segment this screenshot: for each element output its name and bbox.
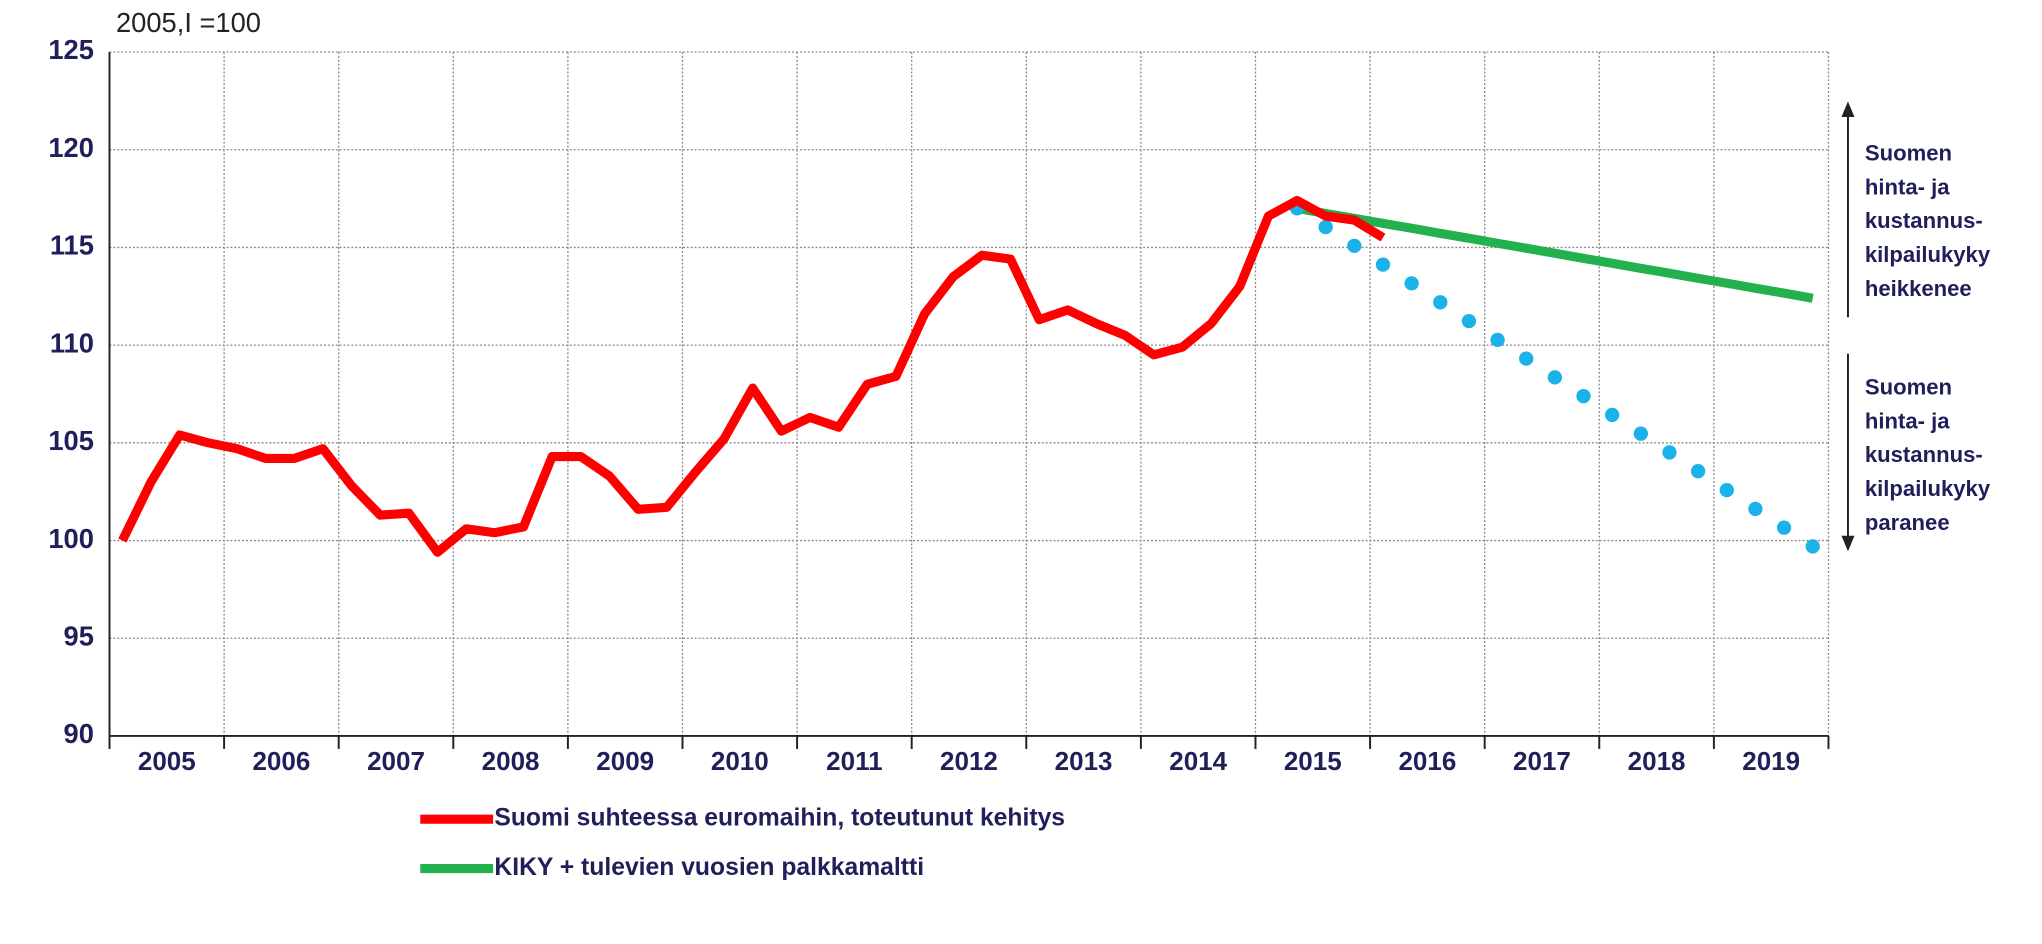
data-dot	[1576, 388, 1591, 404]
data-dot	[1519, 351, 1534, 366]
data-dot	[1662, 445, 1677, 460]
arrow-head	[1841, 101, 1855, 118]
y-tick-label: 105	[48, 425, 94, 456]
data-dot	[1347, 238, 1362, 254]
data-dot	[1433, 295, 1448, 310]
data-dot	[1690, 464, 1706, 479]
data-dot	[1375, 257, 1391, 272]
data-line	[118, 195, 1386, 557]
data-dot	[1404, 276, 1419, 291]
x-tick-label: 2019	[1742, 746, 1800, 776]
legend-label: Suomi suhteessa euromaihin, toteutunut k…	[494, 805, 1065, 832]
data-dot	[1490, 332, 1505, 348]
x-tick-label: 2005	[138, 746, 196, 776]
annotation: kustannus-	[1865, 442, 1983, 467]
data-dot	[1633, 426, 1648, 441]
annotation: paranee	[1865, 510, 1950, 535]
y-tick-label: 90	[64, 718, 94, 749]
y-tick-label: 110	[50, 327, 94, 358]
data-dot	[1719, 482, 1734, 498]
x-tick-label: 2008	[482, 746, 540, 776]
annotation: kilpailukyky	[1865, 476, 1991, 501]
y-tick-label: 120	[48, 132, 94, 163]
data-dot	[1748, 501, 1763, 517]
x-tick-label: 2013	[1055, 746, 1113, 776]
chart-subtitle: 2005,I =100	[116, 7, 261, 38]
annotation: kilpailukyky	[1865, 242, 1991, 267]
data-dot	[1805, 539, 1820, 554]
x-tick-label: 2009	[596, 746, 654, 776]
annotation: hinta- ja	[1865, 408, 1950, 433]
annotation: kustannus-	[1865, 208, 1983, 233]
x-tick-label: 2018	[1628, 746, 1686, 776]
y-tick-label: 100	[48, 523, 94, 554]
data-dot	[1605, 407, 1620, 423]
x-tick-label: 2016	[1398, 746, 1456, 776]
arrow-head	[1841, 535, 1855, 552]
x-tick-label: 2014	[1169, 746, 1227, 776]
data-dot	[1547, 370, 1563, 385]
y-tick-label: 95	[64, 620, 94, 651]
x-tick-label: 2007	[367, 746, 425, 776]
x-tick-label: 2012	[940, 746, 998, 776]
data-dot	[1318, 219, 1333, 235]
y-tick-label: 125	[48, 34, 94, 65]
x-tick-label: 2015	[1284, 746, 1342, 776]
annotation: hinta- ja	[1865, 174, 1950, 199]
x-tick-label: 2017	[1513, 746, 1571, 776]
y-tick-label: 115	[50, 230, 94, 261]
annotation: heikkenee	[1865, 276, 1972, 301]
x-tick-label: 2010	[711, 746, 769, 776]
legend-label: KIKY + tulevien vuosien palkkamaltti	[494, 854, 924, 881]
data-dot	[1461, 313, 1477, 329]
data-line	[1296, 203, 1814, 303]
x-tick-label: 2006	[252, 746, 310, 776]
data-dot	[1776, 520, 1792, 535]
annotation: Suomen	[1865, 141, 1952, 166]
x-tick-label: 2011	[826, 746, 882, 776]
annotation: Suomen	[1865, 375, 1952, 400]
